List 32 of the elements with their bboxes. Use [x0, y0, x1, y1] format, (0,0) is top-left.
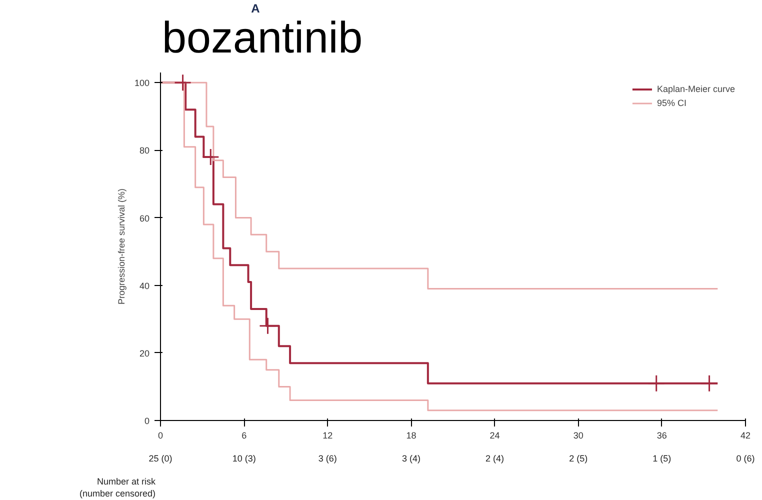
text: 3 (6)	[318, 454, 337, 464]
x-tick-label: 12	[322, 430, 333, 440]
text: 2 (4)	[486, 454, 504, 464]
y-tick-label: 100	[134, 78, 150, 88]
y-axis-title: Progression-free survival (%)	[116, 188, 126, 305]
x-tick-label: 30	[573, 430, 584, 440]
x-tick-label: 6	[242, 430, 247, 440]
chart-title: A	[251, 2, 260, 16]
point	[259, 317, 276, 335]
legend-label: 95% CI	[656, 97, 686, 109]
x-tick-label: 42	[740, 430, 751, 440]
y-tick-label: 40	[139, 280, 150, 291]
point	[174, 74, 192, 92]
text: 25 (0)	[148, 454, 172, 464]
x-tick-label: 36	[656, 430, 667, 440]
text: 2 (5)	[569, 454, 588, 464]
text: 1 (5)	[652, 454, 672, 464]
point	[648, 374, 666, 392]
x-tick-label: 18	[406, 430, 416, 440]
x-tick-label: 0	[158, 430, 164, 440]
x-tick-label: 24	[490, 430, 500, 440]
point	[202, 148, 220, 166]
y-tick-label: 60	[139, 213, 150, 224]
chart-subtitle: bozantinib	[162, 14, 363, 62]
y-tick-label: 20	[139, 348, 150, 358]
text: Number at risk (number censored)	[79, 476, 156, 498]
text: 3 (4)	[402, 454, 420, 464]
text: 10 (3)	[232, 454, 256, 464]
y-tick-label: 80	[139, 146, 150, 156]
legend-label: Kaplan-Meier curve	[656, 83, 735, 95]
y-tick-label: 0	[144, 416, 150, 426]
text: 0 (6)	[736, 454, 755, 464]
